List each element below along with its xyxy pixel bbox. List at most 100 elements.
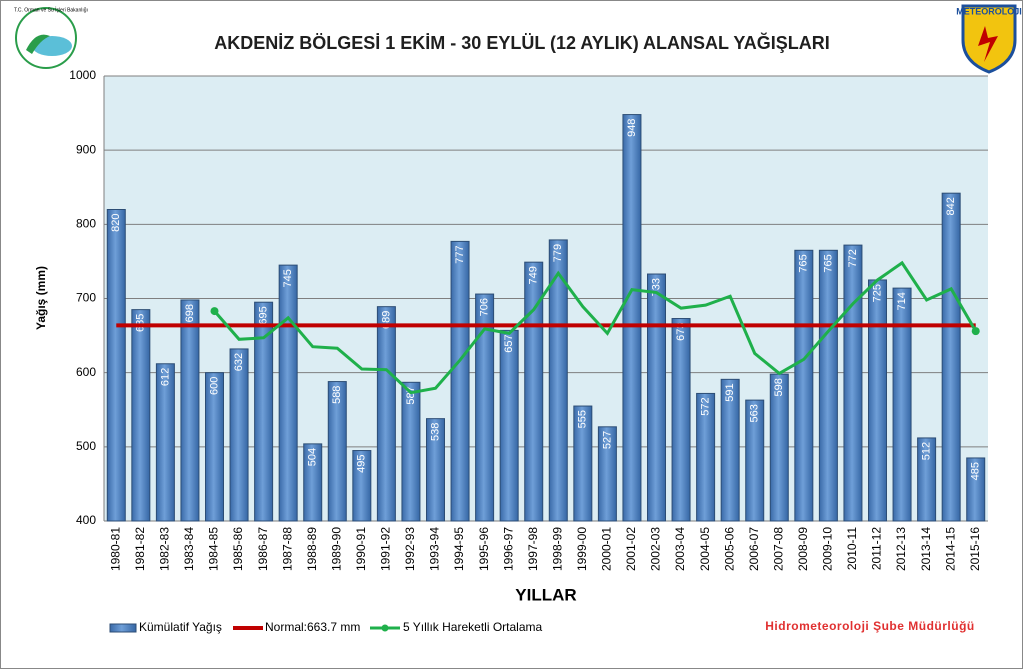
bar	[597, 426, 617, 522]
bar	[229, 348, 249, 522]
bar	[205, 372, 224, 522]
bar	[622, 114, 642, 522]
data-label: 777	[454, 245, 466, 263]
data-label: 485	[970, 462, 982, 480]
data-label: 632	[233, 353, 245, 371]
bar	[573, 405, 593, 522]
x-tick-label: 2000-01	[600, 527, 614, 571]
y-tick-label: 800	[76, 217, 96, 231]
bar	[303, 443, 323, 522]
x-tick-label: 1989-90	[329, 527, 343, 571]
moving-average-line	[213, 260, 978, 395]
data-label: 948	[626, 119, 638, 137]
data-label: 504	[307, 448, 319, 466]
y-tick-label: 900	[76, 142, 96, 156]
x-tick-label: 2012-13	[894, 527, 908, 571]
data-label: 772	[847, 249, 859, 267]
x-tick-label: 1988-89	[305, 527, 319, 571]
right-logo: METEOROLOJI	[956, 4, 1022, 74]
line-marker	[210, 307, 219, 316]
data-label: 657	[503, 334, 515, 352]
x-tick-label: 1991-92	[379, 527, 393, 571]
data-label: 555	[577, 410, 589, 428]
x-tick-label: 2004-05	[698, 527, 712, 571]
bar	[818, 249, 838, 522]
x-tick-label: 1993-94	[428, 527, 442, 571]
x-tick-label: 2013-14	[919, 527, 933, 571]
bar	[278, 264, 298, 522]
data-label: 765	[822, 254, 834, 272]
legend-label: 5 Yıllık Hareketli Ortalama	[403, 620, 542, 634]
chart-title: AKDENİZ BÖLGESİ 1 EKİM - 30 EYLÜL (12 AY…	[214, 32, 829, 53]
legend-swatch	[381, 624, 389, 632]
x-axis-title: YILLAR	[515, 585, 576, 604]
bar	[917, 437, 937, 522]
x-tick-label: 1986-87	[256, 527, 270, 571]
data-label: 779	[552, 244, 564, 262]
x-tick-label: 1983-84	[182, 527, 196, 571]
x-tick-label: 1990-91	[354, 527, 368, 571]
footer-text: Hidrometeoroloji Şube Müdürlüğü	[765, 619, 975, 633]
bar	[155, 363, 175, 522]
data-label: 512	[921, 442, 933, 460]
left-logo: T.C. Orman ve Su İşleri Bakanlığı	[14, 6, 88, 69]
x-tick-label: 1992-93	[403, 527, 417, 571]
x-tick-label: 2005-06	[722, 527, 736, 571]
bar	[794, 249, 814, 522]
x-tick-label: 1995-96	[477, 527, 491, 571]
bar	[327, 381, 347, 522]
x-tick-label: 2010-11	[845, 527, 859, 570]
y-axis-title: Yağış (mm)	[34, 266, 48, 330]
bar	[671, 318, 691, 522]
data-label: 725	[871, 284, 883, 302]
x-tick-label: 2015-16	[968, 527, 982, 571]
bar	[254, 301, 274, 522]
x-tick-label: 2001-02	[624, 527, 638, 571]
x-tick-label: 2003-04	[673, 527, 687, 571]
bar	[426, 418, 445, 522]
data-label: 612	[159, 368, 171, 386]
y-tick-label: 500	[76, 439, 96, 453]
data-label: 598	[773, 378, 785, 396]
y-tick-label: 1000	[69, 68, 96, 82]
legend-label: Normal:663.7 mm	[265, 620, 360, 634]
x-tick-label: 1999-00	[575, 527, 589, 571]
data-label: 572	[700, 397, 712, 415]
data-label: 706	[479, 298, 491, 316]
bar	[450, 240, 470, 522]
bar	[499, 329, 519, 522]
data-label: 842	[945, 197, 957, 215]
bar	[106, 209, 126, 522]
bar	[548, 239, 568, 522]
x-tick-label: 2007-08	[771, 527, 785, 571]
bar	[475, 293, 495, 522]
bar	[745, 399, 765, 522]
x-tick-label: 1980-81	[108, 527, 122, 571]
x-tick-label: 1994-95	[452, 527, 466, 571]
data-label: 714	[896, 292, 908, 310]
bar	[696, 392, 716, 522]
x-tick-label: 2011-12	[870, 527, 884, 570]
bar	[966, 457, 986, 522]
y-tick-label: 400	[76, 513, 96, 527]
x-tick-label: 1997-98	[526, 527, 540, 571]
line-marker	[971, 327, 980, 336]
x-tick-label: 1987-88	[280, 527, 294, 571]
data-label: 527	[601, 431, 613, 449]
x-tick-label: 1982-83	[158, 527, 172, 571]
y-tick-label: 600	[76, 365, 96, 379]
bar	[941, 192, 961, 522]
data-label: 749	[528, 266, 540, 284]
bar	[180, 299, 200, 522]
x-tick-label: 1998-99	[550, 527, 564, 571]
x-tick-label: 2008-09	[796, 527, 810, 571]
bar	[720, 378, 740, 522]
x-tick-label: 1996-97	[501, 527, 515, 571]
data-label: 698	[184, 304, 196, 322]
data-label: 685	[135, 314, 147, 332]
x-tick-label: 2014-15	[943, 527, 957, 571]
data-label: 563	[749, 404, 761, 422]
bar	[131, 309, 151, 522]
data-label: 495	[356, 455, 368, 473]
